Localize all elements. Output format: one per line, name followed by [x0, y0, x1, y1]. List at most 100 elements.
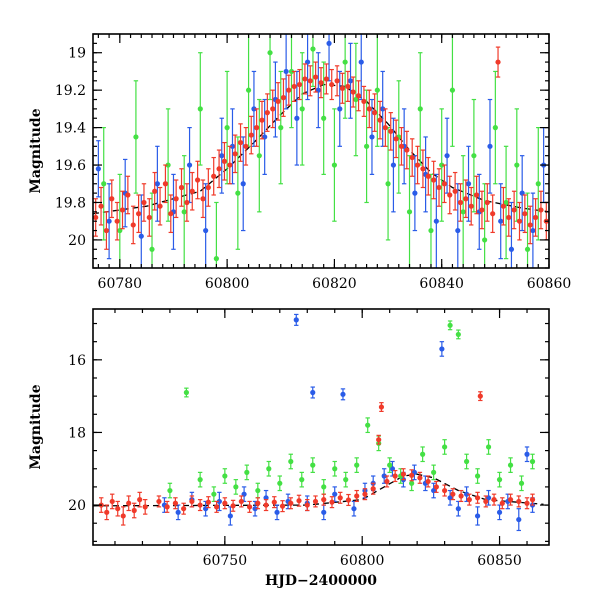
data-point: [468, 203, 474, 209]
data-point: [243, 143, 249, 149]
axes-frame: [92, 33, 550, 269]
data-point: [233, 484, 239, 490]
data-point: [98, 203, 104, 209]
data-point: [251, 106, 257, 112]
data-point: [527, 222, 533, 228]
data-point: [270, 106, 276, 112]
x-tick-label: 60780: [98, 276, 143, 292]
data-point: [532, 214, 539, 221]
data-point: [431, 469, 437, 475]
data-point: [323, 76, 329, 82]
y-tick-label: 19.2: [55, 83, 86, 99]
data-point: [293, 317, 299, 323]
data-point: [365, 422, 371, 428]
data-point: [332, 466, 338, 472]
data-point: [511, 207, 517, 213]
data-point: [277, 480, 283, 486]
data-point: [409, 154, 415, 161]
data-point: [354, 462, 360, 468]
data-point: [197, 502, 203, 508]
data-point: [524, 451, 530, 457]
data-point: [499, 500, 505, 506]
data-point: [385, 181, 391, 187]
data-point: [441, 181, 447, 187]
y-tick-label: 19: [68, 46, 86, 62]
data-point: [524, 246, 531, 252]
data-point: [237, 139, 244, 146]
data-point: [442, 444, 448, 450]
data-point: [224, 125, 230, 131]
data-point: [483, 498, 489, 505]
data-point: [492, 125, 498, 131]
data-point: [392, 473, 398, 479]
data-point: [142, 504, 148, 510]
data-point: [244, 469, 250, 475]
data-point: [227, 513, 233, 519]
data-point: [496, 509, 503, 515]
data-point: [507, 462, 514, 468]
data-point: [104, 509, 110, 515]
y-tick-label: 19.4: [55, 121, 86, 137]
data-point: [173, 196, 179, 202]
data-point: [267, 50, 273, 56]
data-point: [266, 466, 272, 472]
y-tick-label: 19.6: [55, 158, 86, 174]
data-point: [93, 214, 99, 221]
data-point: [254, 125, 260, 131]
data-point: [366, 106, 372, 112]
data-point: [119, 207, 126, 213]
data-point: [458, 493, 464, 499]
y-axis-label: Magnitude: [28, 384, 44, 469]
y-axis-label: Magnitude: [28, 108, 44, 193]
data-point: [474, 473, 481, 479]
data-point: [95, 166, 101, 172]
data-point: [482, 237, 488, 243]
data-point: [172, 500, 179, 506]
data-point: [114, 218, 120, 224]
data-point: [332, 491, 338, 497]
data-point: [245, 87, 252, 93]
data-point: [146, 214, 152, 221]
data-point: [498, 218, 504, 224]
data-point: [484, 199, 490, 206]
data-point: [255, 487, 261, 494]
data-point: [433, 218, 439, 224]
data-point: [229, 143, 236, 149]
x-tick-label: 60750: [203, 553, 248, 569]
data-point: [384, 478, 390, 485]
data-point: [136, 211, 142, 217]
data-point: [222, 473, 228, 479]
x-axis-label: HJD−2400000: [265, 573, 377, 589]
x-tick-label: 60850: [477, 553, 522, 569]
data-point: [318, 80, 324, 86]
y-tick-label: 20: [68, 498, 86, 514]
data-point: [214, 504, 220, 510]
data-point: [417, 106, 423, 112]
bottom-panel-full-light-curve: 60750 60800 60850 16 18 20 Magnitude HJD−240000…: [28, 308, 550, 589]
data-point: [130, 222, 136, 228]
data-point: [255, 500, 261, 506]
data-point: [444, 153, 450, 159]
data-point: [381, 473, 387, 479]
data-point: [186, 162, 193, 168]
data-point: [487, 143, 493, 149]
data-point: [152, 188, 158, 194]
data-point: [524, 500, 530, 506]
data-point: [345, 497, 352, 503]
data-point: [326, 40, 332, 46]
data-point: [471, 153, 477, 159]
data-point: [156, 498, 162, 505]
data-point: [433, 484, 439, 490]
data-point: [455, 227, 461, 234]
data-point: [189, 498, 195, 505]
data-point: [514, 162, 520, 168]
data-point: [321, 484, 327, 490]
data-point: [189, 188, 195, 194]
data-point: [205, 499, 211, 505]
data-point: [439, 346, 445, 352]
data-point: [463, 458, 470, 465]
data-point: [296, 81, 303, 88]
data-point: [203, 506, 209, 512]
data-point: [400, 471, 407, 477]
data-point: [195, 177, 201, 183]
